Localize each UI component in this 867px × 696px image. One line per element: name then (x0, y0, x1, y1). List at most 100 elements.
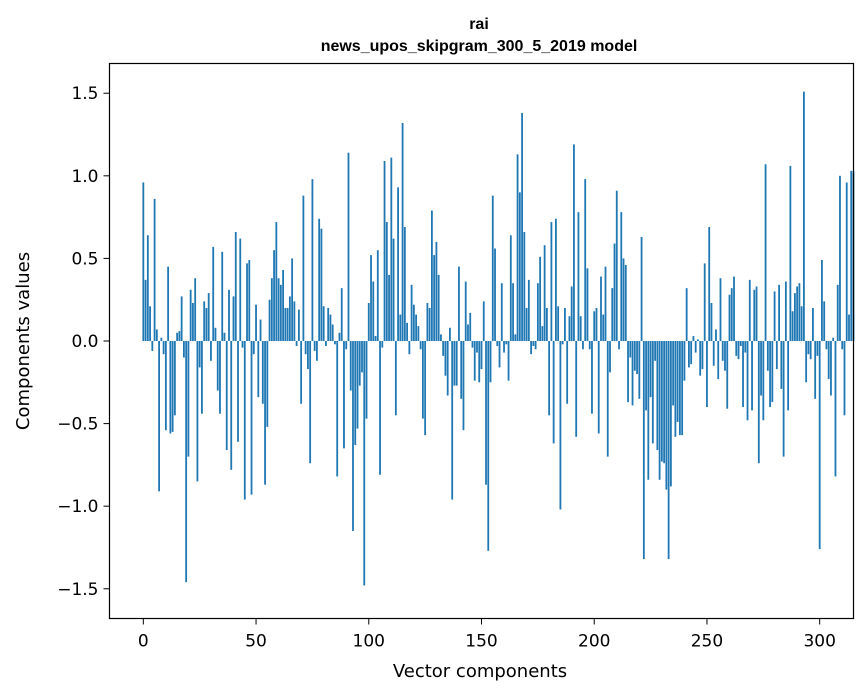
bar (329, 314, 332, 341)
bar (334, 341, 336, 345)
bar (805, 341, 808, 383)
bar (279, 284, 282, 341)
bar (685, 288, 688, 341)
bar (376, 250, 379, 341)
bar (527, 279, 530, 341)
bar (462, 341, 465, 431)
chart-subtitle: news_upos_skipgram_300_5_2019 model (321, 38, 638, 55)
bar (419, 341, 422, 350)
bar (724, 341, 726, 371)
bar (737, 341, 740, 360)
bar (613, 243, 616, 341)
x-axis-ticks: 0 50 100 150 200 250 300 (138, 618, 836, 652)
bar (340, 288, 343, 341)
bar (789, 165, 792, 341)
bar (778, 284, 780, 341)
bar (358, 341, 361, 386)
bar (654, 341, 656, 361)
bar (293, 301, 296, 341)
bar (606, 341, 609, 457)
bar (338, 332, 341, 341)
bar (525, 307, 528, 341)
bar (473, 341, 476, 381)
bar (192, 303, 194, 341)
bar (832, 337, 835, 341)
bar (602, 314, 605, 341)
bar (793, 293, 796, 341)
bar (728, 294, 731, 341)
bar (726, 341, 729, 409)
bar (388, 274, 390, 341)
bar (557, 306, 560, 341)
bar (579, 316, 582, 341)
bar (550, 222, 553, 341)
bar (658, 341, 661, 480)
bar (203, 301, 206, 341)
bar (146, 235, 149, 341)
bar (214, 327, 217, 341)
bar (440, 334, 442, 341)
bar (210, 341, 212, 361)
bar (545, 307, 548, 341)
bar (564, 307, 566, 341)
bar (746, 341, 749, 421)
bar (325, 341, 327, 346)
bar (464, 281, 467, 341)
bar (688, 341, 690, 368)
bar (189, 289, 192, 341)
bar (345, 341, 348, 350)
bar (155, 329, 158, 341)
bar (266, 341, 269, 427)
bar (588, 341, 591, 350)
bar (250, 341, 253, 495)
bar (534, 341, 537, 350)
x-tick-label: 50 (245, 632, 267, 652)
bar (361, 341, 363, 373)
bar (717, 341, 720, 379)
bar (656, 341, 659, 451)
bar (167, 266, 170, 341)
bar (697, 339, 699, 341)
bar (460, 341, 463, 399)
bar (796, 286, 799, 341)
bar (850, 170, 853, 341)
bar (843, 341, 846, 416)
bar (807, 341, 810, 355)
bar (297, 309, 300, 341)
bar (600, 276, 602, 341)
bar (735, 341, 738, 356)
bar (690, 341, 693, 365)
chart-title: rai (469, 16, 489, 33)
bar (821, 260, 823, 341)
bar (760, 341, 762, 396)
bar (471, 341, 474, 348)
bar (769, 341, 771, 408)
bar (570, 286, 573, 341)
bar (449, 327, 451, 341)
bar (611, 288, 614, 341)
bar (246, 263, 248, 341)
y-axis-label: Components values (13, 252, 34, 430)
bar (173, 341, 176, 416)
bar (352, 341, 354, 531)
bar (836, 284, 839, 341)
bar (839, 175, 841, 341)
bar (367, 303, 370, 341)
bar (228, 289, 230, 341)
bar (275, 222, 278, 341)
bar (721, 341, 724, 361)
bar (706, 341, 708, 408)
bar (259, 319, 262, 341)
bar (651, 341, 654, 444)
bar (640, 236, 643, 341)
bar (309, 341, 312, 464)
bar (431, 210, 433, 341)
bar (766, 341, 769, 371)
bar (830, 341, 832, 396)
bar (523, 231, 526, 341)
bar (252, 341, 255, 355)
bar (318, 218, 321, 341)
bar (160, 337, 163, 341)
bar (243, 341, 246, 500)
bar (421, 341, 424, 419)
